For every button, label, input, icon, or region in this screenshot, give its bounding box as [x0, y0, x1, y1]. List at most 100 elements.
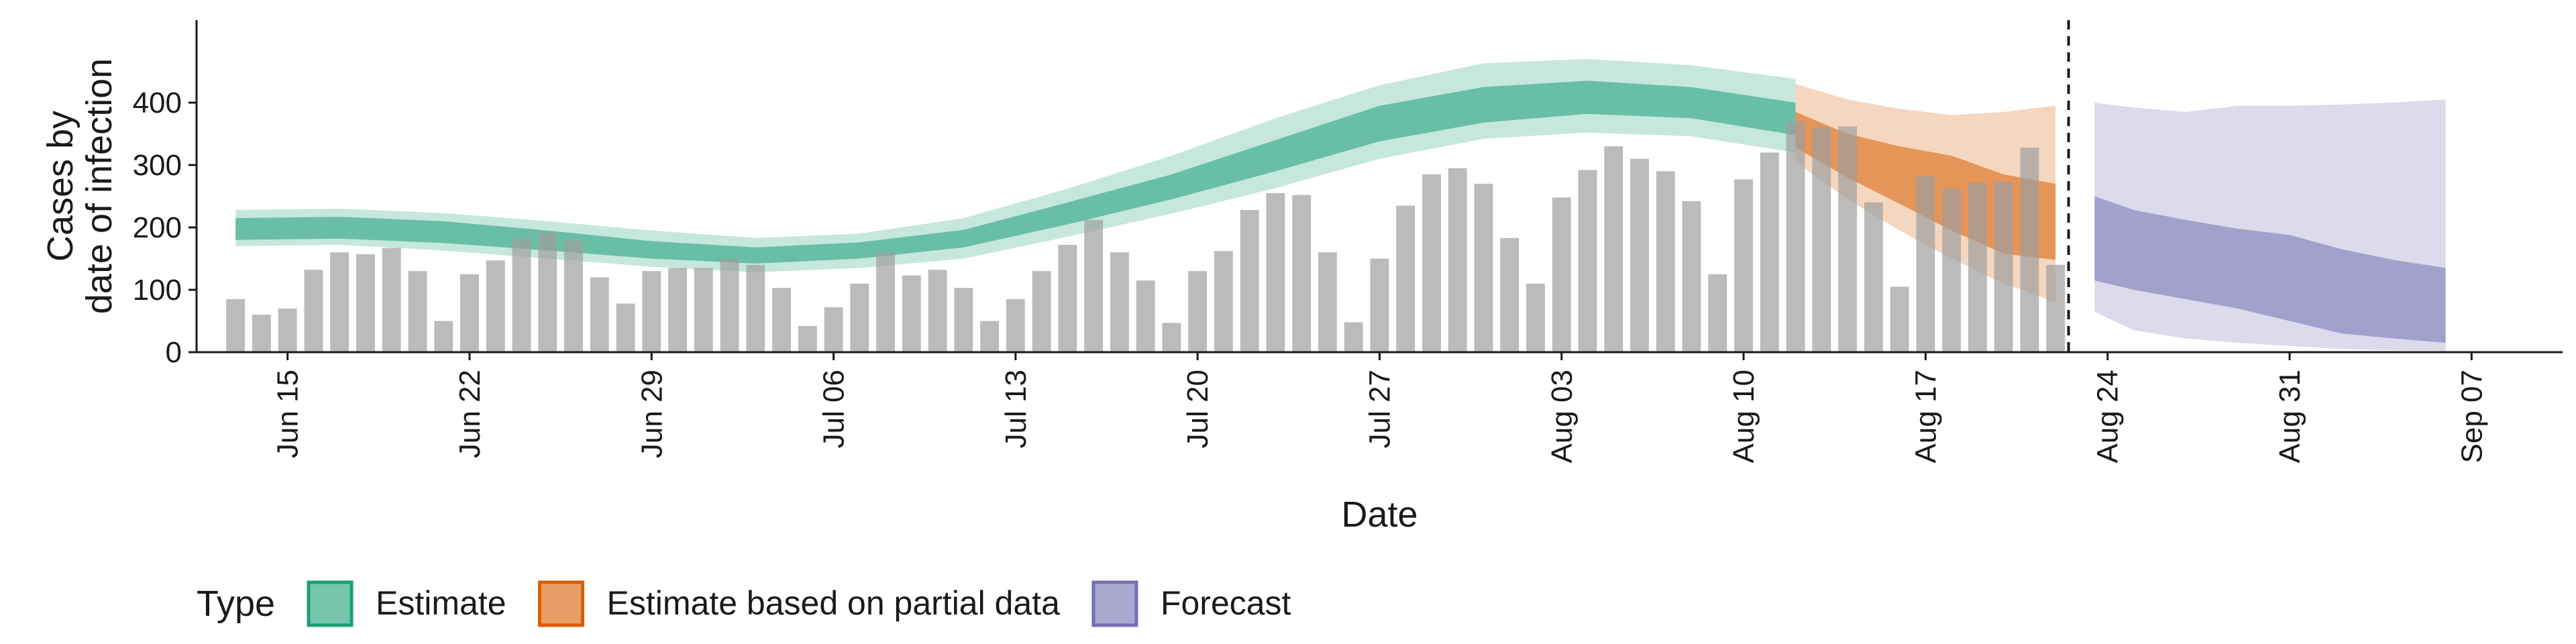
bar	[1994, 182, 2013, 352]
legend-label: Estimate	[376, 584, 506, 622]
bar	[1136, 280, 1155, 352]
x-tick-label: Jul 06	[818, 370, 851, 448]
x-tick-label: Aug 31	[2273, 370, 2306, 463]
bar	[798, 325, 817, 352]
bar	[1084, 219, 1104, 352]
bar	[1578, 170, 1597, 352]
bar	[980, 321, 1000, 352]
bar	[1968, 182, 1987, 352]
ribbon-inner-2	[2094, 196, 2446, 343]
bar	[1344, 322, 1363, 352]
y-tick-label: 200	[133, 211, 182, 244]
bar	[590, 277, 609, 352]
bar	[1110, 252, 1129, 352]
bar	[1214, 251, 1233, 352]
ribbon-inner-0	[235, 80, 1796, 264]
bar	[434, 321, 453, 352]
bar	[928, 270, 947, 352]
bar	[850, 283, 869, 352]
bar	[1396, 205, 1415, 352]
bar	[694, 268, 713, 352]
bar	[252, 315, 271, 352]
bar	[1526, 283, 1545, 352]
bar	[408, 271, 427, 352]
bar	[1240, 210, 1259, 352]
bar	[954, 288, 973, 352]
bar	[356, 254, 375, 352]
x-tick-label: Jun 15	[272, 370, 305, 458]
bar	[902, 275, 921, 352]
bar	[668, 268, 687, 352]
x-tick-label: Aug 24	[2092, 370, 2125, 463]
legend-title: Type	[197, 584, 275, 624]
y-axis-title: Cases bydate of infection	[40, 58, 119, 314]
x-tick-label: Aug 03	[1546, 370, 1578, 463]
bar	[746, 264, 765, 352]
x-axis-title: Date	[1341, 494, 1417, 535]
bar	[1266, 193, 1285, 352]
bar	[1500, 237, 1519, 352]
bar	[2046, 264, 2065, 352]
x-tick-label: Aug 17	[1909, 370, 1942, 463]
bar	[1058, 245, 1077, 352]
bar	[1604, 146, 1623, 352]
bar	[1942, 189, 1962, 352]
bar	[512, 237, 531, 352]
bar	[1552, 197, 1571, 352]
bar	[1188, 271, 1208, 352]
bar	[1292, 195, 1311, 352]
bar	[382, 248, 401, 352]
bar	[1838, 126, 1858, 353]
bar	[1162, 323, 1181, 352]
x-tick-label: Jun 29	[635, 370, 668, 458]
y-tick-label: 400	[133, 87, 182, 119]
bar	[642, 271, 661, 352]
bar	[304, 270, 323, 352]
bar	[1656, 171, 1675, 353]
bar	[2020, 148, 2039, 352]
bar	[330, 252, 350, 352]
x-tick-label: Jul 27	[1364, 370, 1397, 448]
bar	[1786, 121, 1805, 352]
x-tick-label: Jun 22	[453, 370, 486, 458]
y-tick-label: 0	[166, 336, 182, 369]
y-tick-label: 100	[133, 274, 182, 307]
bar	[824, 307, 843, 352]
x-tick-label: Jul 13	[1000, 370, 1032, 448]
legend: Type Estimate Estimate based on partial da…	[197, 580, 1291, 627]
axes-layer: 0 100 200 300 400 Jun 15 Jun 22 Jun 29 Jul 06 Jul…	[40, 20, 2563, 535]
bar	[1630, 158, 1649, 352]
y-axis-title-line: Cases by	[40, 111, 80, 262]
bar	[1032, 271, 1051, 352]
bar	[564, 239, 583, 352]
bar	[278, 308, 297, 352]
y-axis-title-line: date of infection	[79, 58, 119, 314]
bar	[1864, 202, 1883, 352]
bar	[1916, 176, 1935, 352]
bar	[460, 274, 479, 353]
bar	[1448, 168, 1467, 352]
bar	[1318, 252, 1337, 352]
bar	[226, 299, 246, 352]
bar-layer	[226, 121, 2065, 353]
x-tick-label: Aug 10	[1727, 370, 1760, 463]
bar	[1682, 201, 1701, 352]
bar	[486, 260, 505, 352]
bar	[1370, 258, 1389, 352]
bar	[1760, 152, 1779, 352]
bar	[1734, 179, 1754, 352]
bar	[1812, 127, 1831, 352]
bar	[1422, 174, 1441, 352]
legend-label: Forecast	[1161, 584, 1291, 622]
y-tick-label: 300	[133, 149, 182, 182]
legend-swatch	[307, 580, 354, 627]
bar	[538, 232, 557, 352]
bar	[616, 303, 635, 352]
legend-swatch	[1091, 580, 1138, 627]
bar	[1708, 274, 1727, 353]
bar	[1006, 299, 1025, 352]
legend-label: Estimate based on partial data	[607, 584, 1061, 622]
bar	[720, 258, 739, 352]
legend-swatch	[538, 580, 585, 627]
